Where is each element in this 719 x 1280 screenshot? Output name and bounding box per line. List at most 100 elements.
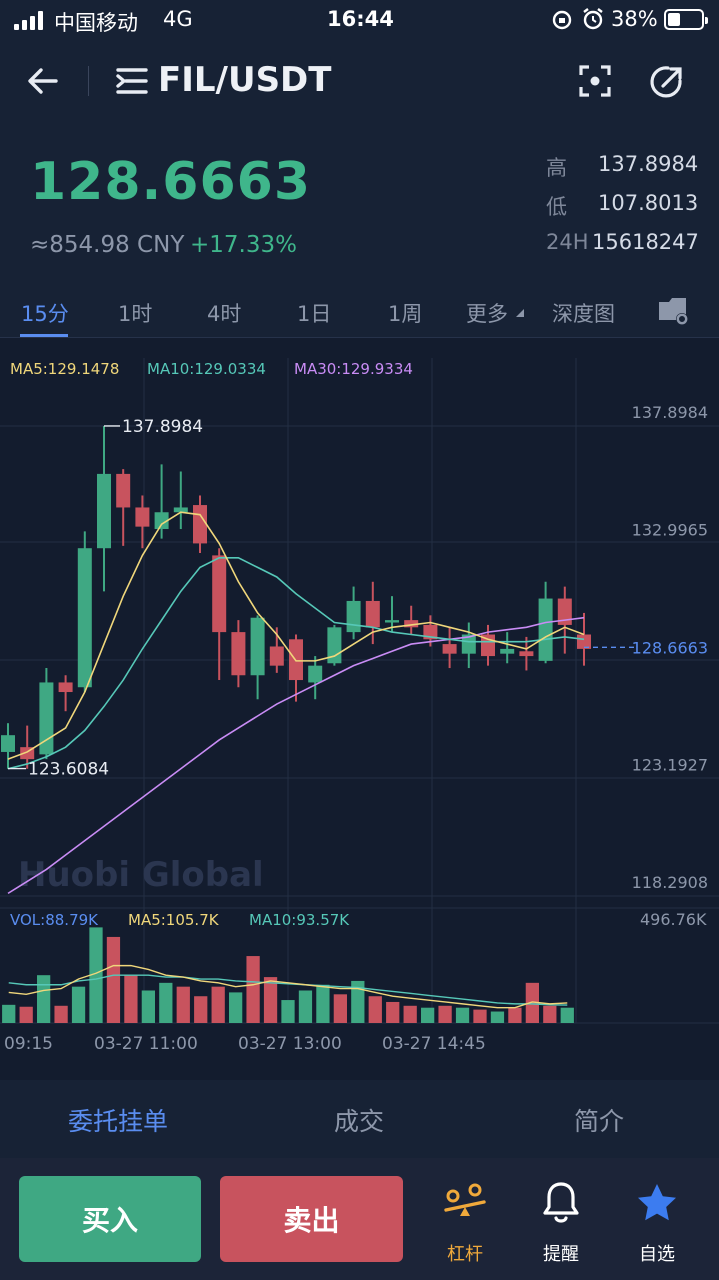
candle-body-16 bbox=[308, 665, 323, 683]
volume-bar-5 bbox=[89, 927, 103, 1023]
nav-favorites-label[interactable]: 自选 bbox=[639, 1244, 675, 1265]
detail-tabs: 委托挂单 成交 简介 bbox=[0, 1080, 719, 1158]
rotation-lock-icon bbox=[552, 10, 572, 30]
tab-more[interactable]: 更多 bbox=[466, 302, 508, 326]
time-label-1: 03-27 11:00 bbox=[94, 1034, 198, 1054]
action-bar: 买入 卖出 杠杆 提醒 自选 bbox=[0, 1158, 719, 1280]
volume-label: 24H bbox=[546, 230, 589, 254]
candle-body-5 bbox=[97, 473, 111, 549]
candle-body-27 bbox=[519, 651, 534, 657]
volume-bar-8 bbox=[141, 990, 155, 1023]
candle-body-26 bbox=[500, 648, 515, 654]
volume-bar-19 bbox=[333, 994, 347, 1023]
pair-title[interactable]: FIL/USDT bbox=[158, 60, 332, 100]
share-icon[interactable] bbox=[649, 64, 685, 100]
star-icon[interactable] bbox=[636, 1182, 678, 1224]
tab-1h[interactable]: 1时 bbox=[118, 302, 153, 326]
tab-1d[interactable]: 1日 bbox=[297, 302, 332, 326]
volume-bar-32 bbox=[560, 1007, 574, 1023]
candle-body-2 bbox=[39, 682, 54, 755]
volume-bar-4 bbox=[71, 986, 86, 1023]
volume-bar-1 bbox=[19, 1006, 33, 1023]
volume-bar-21 bbox=[368, 996, 382, 1023]
candle-body-7 bbox=[135, 507, 150, 527]
active-tab-indicator bbox=[20, 334, 68, 337]
tab-trades[interactable]: 成交 bbox=[334, 1107, 385, 1136]
volume-bar-13 bbox=[229, 992, 243, 1023]
network-label: 4G bbox=[163, 7, 193, 31]
signal-icon bbox=[14, 10, 46, 30]
volume-bar-3 bbox=[54, 1005, 68, 1023]
tab-4h[interactable]: 4时 bbox=[207, 302, 242, 326]
ma5-legend: MA5:129.1478 bbox=[10, 360, 120, 378]
y-axis-label-3: 123.1927 bbox=[632, 756, 708, 775]
volume-bar-25 bbox=[438, 1005, 452, 1023]
candle-body-14 bbox=[269, 646, 284, 666]
high-label: 高 bbox=[546, 156, 567, 180]
change-percent: +17.33% bbox=[190, 232, 297, 258]
volume-bar-7 bbox=[124, 975, 138, 1023]
volume-bar-6 bbox=[106, 936, 121, 1023]
menu-list-icon[interactable] bbox=[116, 66, 148, 96]
screenshot-icon[interactable] bbox=[578, 64, 612, 98]
volume-bar-20 bbox=[351, 980, 365, 1023]
tab-intro[interactable]: 简介 bbox=[574, 1107, 625, 1136]
volume-bar-30 bbox=[525, 982, 539, 1023]
volume-bar-10 bbox=[176, 986, 190, 1023]
tab-depth[interactable]: 深度图 bbox=[552, 302, 615, 326]
vol-ma5-legend: MA5:105.7K bbox=[128, 911, 219, 929]
volume-value: 15618247 bbox=[592, 230, 699, 254]
vol-legend: VOL:88.79K bbox=[10, 911, 98, 929]
vol-axis-max: 496.76K bbox=[640, 910, 707, 929]
cny-price: ≈854.98 CNY bbox=[30, 232, 185, 258]
bell-icon[interactable] bbox=[540, 1180, 582, 1226]
watermark-text: Huobi Global bbox=[18, 855, 264, 895]
last-price: 128.6663 bbox=[30, 152, 312, 212]
candle-body-13 bbox=[250, 617, 265, 676]
volume-bar-15 bbox=[263, 977, 278, 1023]
time-label-0: 09:15 bbox=[4, 1034, 53, 1054]
volume-ma5-line bbox=[8, 964, 568, 1009]
volume-bar-28 bbox=[490, 1011, 505, 1023]
volume-bar-14 bbox=[246, 956, 260, 1023]
nav-leverage-label[interactable]: 杠杆 bbox=[447, 1244, 483, 1265]
tab-1w[interactable]: 1周 bbox=[388, 302, 423, 326]
candle-body-19 bbox=[365, 600, 380, 628]
volume-bar-9 bbox=[159, 982, 173, 1023]
y-axis-label-1: 132.9965 bbox=[632, 521, 708, 540]
candle-body-1 bbox=[20, 747, 35, 760]
ma5-line bbox=[7, 511, 585, 760]
battery-percent: 38% bbox=[611, 7, 658, 31]
kline-svg[interactable]: Huobi Global 137.8984 132.9965 128.6663 123.… bbox=[0, 338, 719, 1060]
buy-button[interactable]: 买入 bbox=[19, 1176, 201, 1262]
header-divider bbox=[88, 66, 89, 96]
volume-bar-0 bbox=[2, 1004, 16, 1023]
ma30-line bbox=[7, 616, 585, 895]
high-value: 137.8984 bbox=[598, 152, 699, 176]
candle-body-11 bbox=[212, 555, 227, 633]
y-axis-label-2: 128.6663 bbox=[632, 638, 708, 657]
kline-chart[interactable]: Huobi Global 137.8984 132.9965 128.6663 123.… bbox=[0, 338, 719, 1060]
sell-button[interactable]: 卖出 bbox=[220, 1176, 403, 1262]
volume-bar-23 bbox=[403, 1005, 417, 1023]
header-bar: FIL/USDT bbox=[0, 40, 719, 122]
tab-open-orders[interactable]: 委托挂单 bbox=[68, 1107, 169, 1136]
volume-bar-12 bbox=[211, 986, 225, 1023]
clock: 16:44 bbox=[327, 7, 394, 31]
nav-alert-label[interactable]: 提醒 bbox=[543, 1244, 579, 1265]
candle-body-21 bbox=[404, 620, 419, 628]
y-axis-label-4: 118.2908 bbox=[632, 873, 708, 892]
volume-ma10-line bbox=[8, 974, 568, 1006]
volume-bar-16 bbox=[281, 1000, 295, 1023]
tab-15m[interactable]: 15分 bbox=[21, 302, 69, 326]
leverage-icon[interactable] bbox=[443, 1182, 487, 1226]
candle-body-9 bbox=[173, 507, 188, 513]
candle-body-6 bbox=[116, 473, 131, 508]
back-arrow-icon[interactable] bbox=[26, 64, 60, 98]
ma10-line bbox=[7, 556, 585, 770]
interval-tabs: 15分 1时 4时 1日 1周 更多 深度图 bbox=[0, 282, 719, 338]
volume-bar-29 bbox=[508, 1007, 522, 1023]
volume-bar-31 bbox=[543, 1005, 557, 1023]
low-value: 107.8013 bbox=[598, 191, 699, 215]
chart-settings-icon[interactable] bbox=[656, 292, 692, 328]
